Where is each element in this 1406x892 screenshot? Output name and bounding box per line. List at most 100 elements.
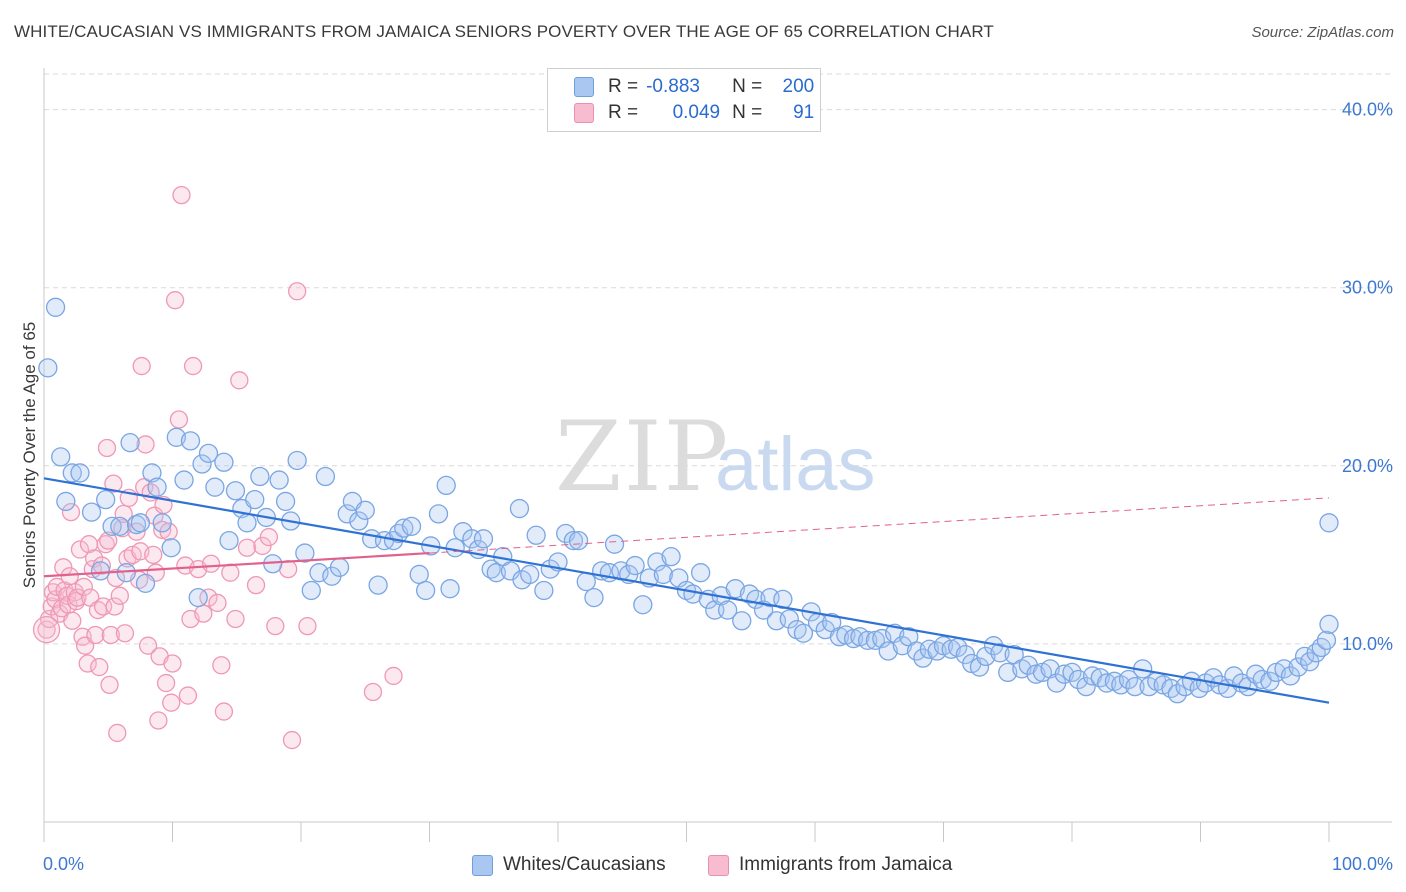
blue-points bbox=[38, 297, 1339, 704]
data-point bbox=[287, 282, 307, 301]
data-point bbox=[394, 518, 414, 538]
data-point bbox=[105, 597, 124, 616]
series-label-jamaica: Immigrants from Jamaica bbox=[739, 854, 953, 875]
data-point bbox=[99, 531, 118, 550]
data-point bbox=[153, 520, 172, 540]
data-point bbox=[180, 431, 201, 451]
blue-legend-swatch bbox=[472, 854, 493, 876]
legend-n-value: 200 bbox=[782, 76, 815, 97]
data-point bbox=[865, 630, 886, 650]
data-point bbox=[135, 573, 156, 594]
data-point bbox=[1319, 614, 1339, 634]
data-point bbox=[401, 516, 422, 537]
data-point bbox=[576, 571, 596, 592]
data-point bbox=[690, 563, 711, 583]
data-point bbox=[355, 500, 375, 520]
tick-labels: 10.0% 20.0% 30.0% 40.0% 0.0% 100.0% bbox=[43, 100, 1393, 874]
data-point bbox=[194, 604, 213, 623]
trend-line-jamaica-extension bbox=[429, 497, 1330, 554]
blue-swatch bbox=[574, 77, 594, 97]
legend-r-label: R = bbox=[608, 76, 639, 97]
legend-row-pink: R = 0.049 N = 91 bbox=[574, 101, 814, 125]
data-point bbox=[732, 611, 752, 631]
data-point-large bbox=[32, 616, 61, 644]
data-point bbox=[269, 470, 289, 490]
data-point bbox=[1125, 676, 1145, 697]
y-tick-label: 20.0% bbox=[1342, 456, 1393, 476]
data-point bbox=[415, 580, 436, 601]
data-point bbox=[295, 543, 315, 563]
data-point bbox=[998, 662, 1018, 683]
data-point bbox=[130, 513, 151, 533]
data-point bbox=[793, 623, 814, 643]
data-point bbox=[37, 620, 56, 639]
data-point bbox=[315, 466, 336, 487]
source-label: Source: ZipAtlas.com bbox=[1251, 24, 1394, 41]
data-point bbox=[172, 185, 191, 205]
legend-n-value: 91 bbox=[793, 102, 815, 123]
data-point bbox=[779, 609, 799, 629]
data-point bbox=[287, 450, 307, 471]
data-point bbox=[473, 529, 494, 549]
data-point bbox=[436, 475, 456, 496]
data-point bbox=[68, 588, 87, 607]
data-point bbox=[45, 297, 66, 317]
data-point bbox=[115, 624, 135, 643]
data-point bbox=[86, 625, 105, 645]
data-point bbox=[56, 491, 76, 512]
data-point bbox=[226, 609, 245, 629]
y-axis-label: Seniors Poverty Over the Age of 65 bbox=[20, 322, 39, 588]
data-point bbox=[90, 561, 111, 581]
grid-lines bbox=[44, 73, 1392, 645]
data-point bbox=[106, 568, 126, 588]
data-point bbox=[428, 504, 449, 524]
data-point bbox=[878, 641, 898, 661]
data-point bbox=[108, 723, 127, 743]
trend-line-whites bbox=[43, 477, 1330, 704]
data-point bbox=[110, 516, 130, 537]
watermark-atlas: atlas bbox=[715, 422, 876, 507]
data-point bbox=[246, 575, 266, 595]
data-point bbox=[1097, 673, 1117, 693]
data-point bbox=[509, 498, 530, 519]
data-point bbox=[563, 530, 584, 551]
data-point bbox=[162, 693, 181, 712]
pink-points bbox=[32, 185, 403, 750]
data-point bbox=[1167, 684, 1188, 704]
data-point bbox=[90, 657, 109, 677]
data-point bbox=[363, 682, 383, 702]
data-point bbox=[266, 616, 285, 636]
data-point bbox=[192, 454, 212, 474]
data-point bbox=[198, 443, 219, 463]
data-point bbox=[201, 554, 221, 573]
data-point bbox=[237, 538, 257, 557]
data-point bbox=[102, 516, 122, 537]
data-point bbox=[1040, 659, 1060, 679]
data-point bbox=[445, 538, 465, 558]
data-point bbox=[51, 447, 71, 467]
data-point bbox=[976, 646, 996, 667]
data-point bbox=[1294, 646, 1315, 667]
data-point bbox=[941, 639, 961, 659]
data-point bbox=[178, 686, 198, 705]
x-tick-label-min: 0.0% bbox=[43, 854, 84, 874]
data-point bbox=[843, 628, 864, 649]
axes bbox=[43, 68, 1392, 842]
data-point bbox=[214, 702, 234, 721]
pink-legend-swatch bbox=[708, 854, 729, 876]
legend-n-label: N = bbox=[732, 102, 763, 123]
data-point bbox=[409, 564, 429, 585]
chart-title: WHITE/CAUCASIAN VS IMMIGRANTS FROM JAMAI… bbox=[14, 22, 994, 41]
data-point bbox=[156, 673, 176, 693]
data-point bbox=[829, 627, 850, 647]
watermark-zip: ZIP bbox=[555, 401, 730, 513]
data-point bbox=[38, 358, 58, 378]
data-point bbox=[81, 502, 102, 522]
data-point bbox=[205, 477, 225, 497]
y-tick-label: 10.0% bbox=[1342, 634, 1393, 654]
data-point bbox=[481, 559, 501, 579]
data-point bbox=[990, 643, 1010, 663]
data-point bbox=[188, 587, 208, 608]
data-point bbox=[526, 525, 546, 545]
